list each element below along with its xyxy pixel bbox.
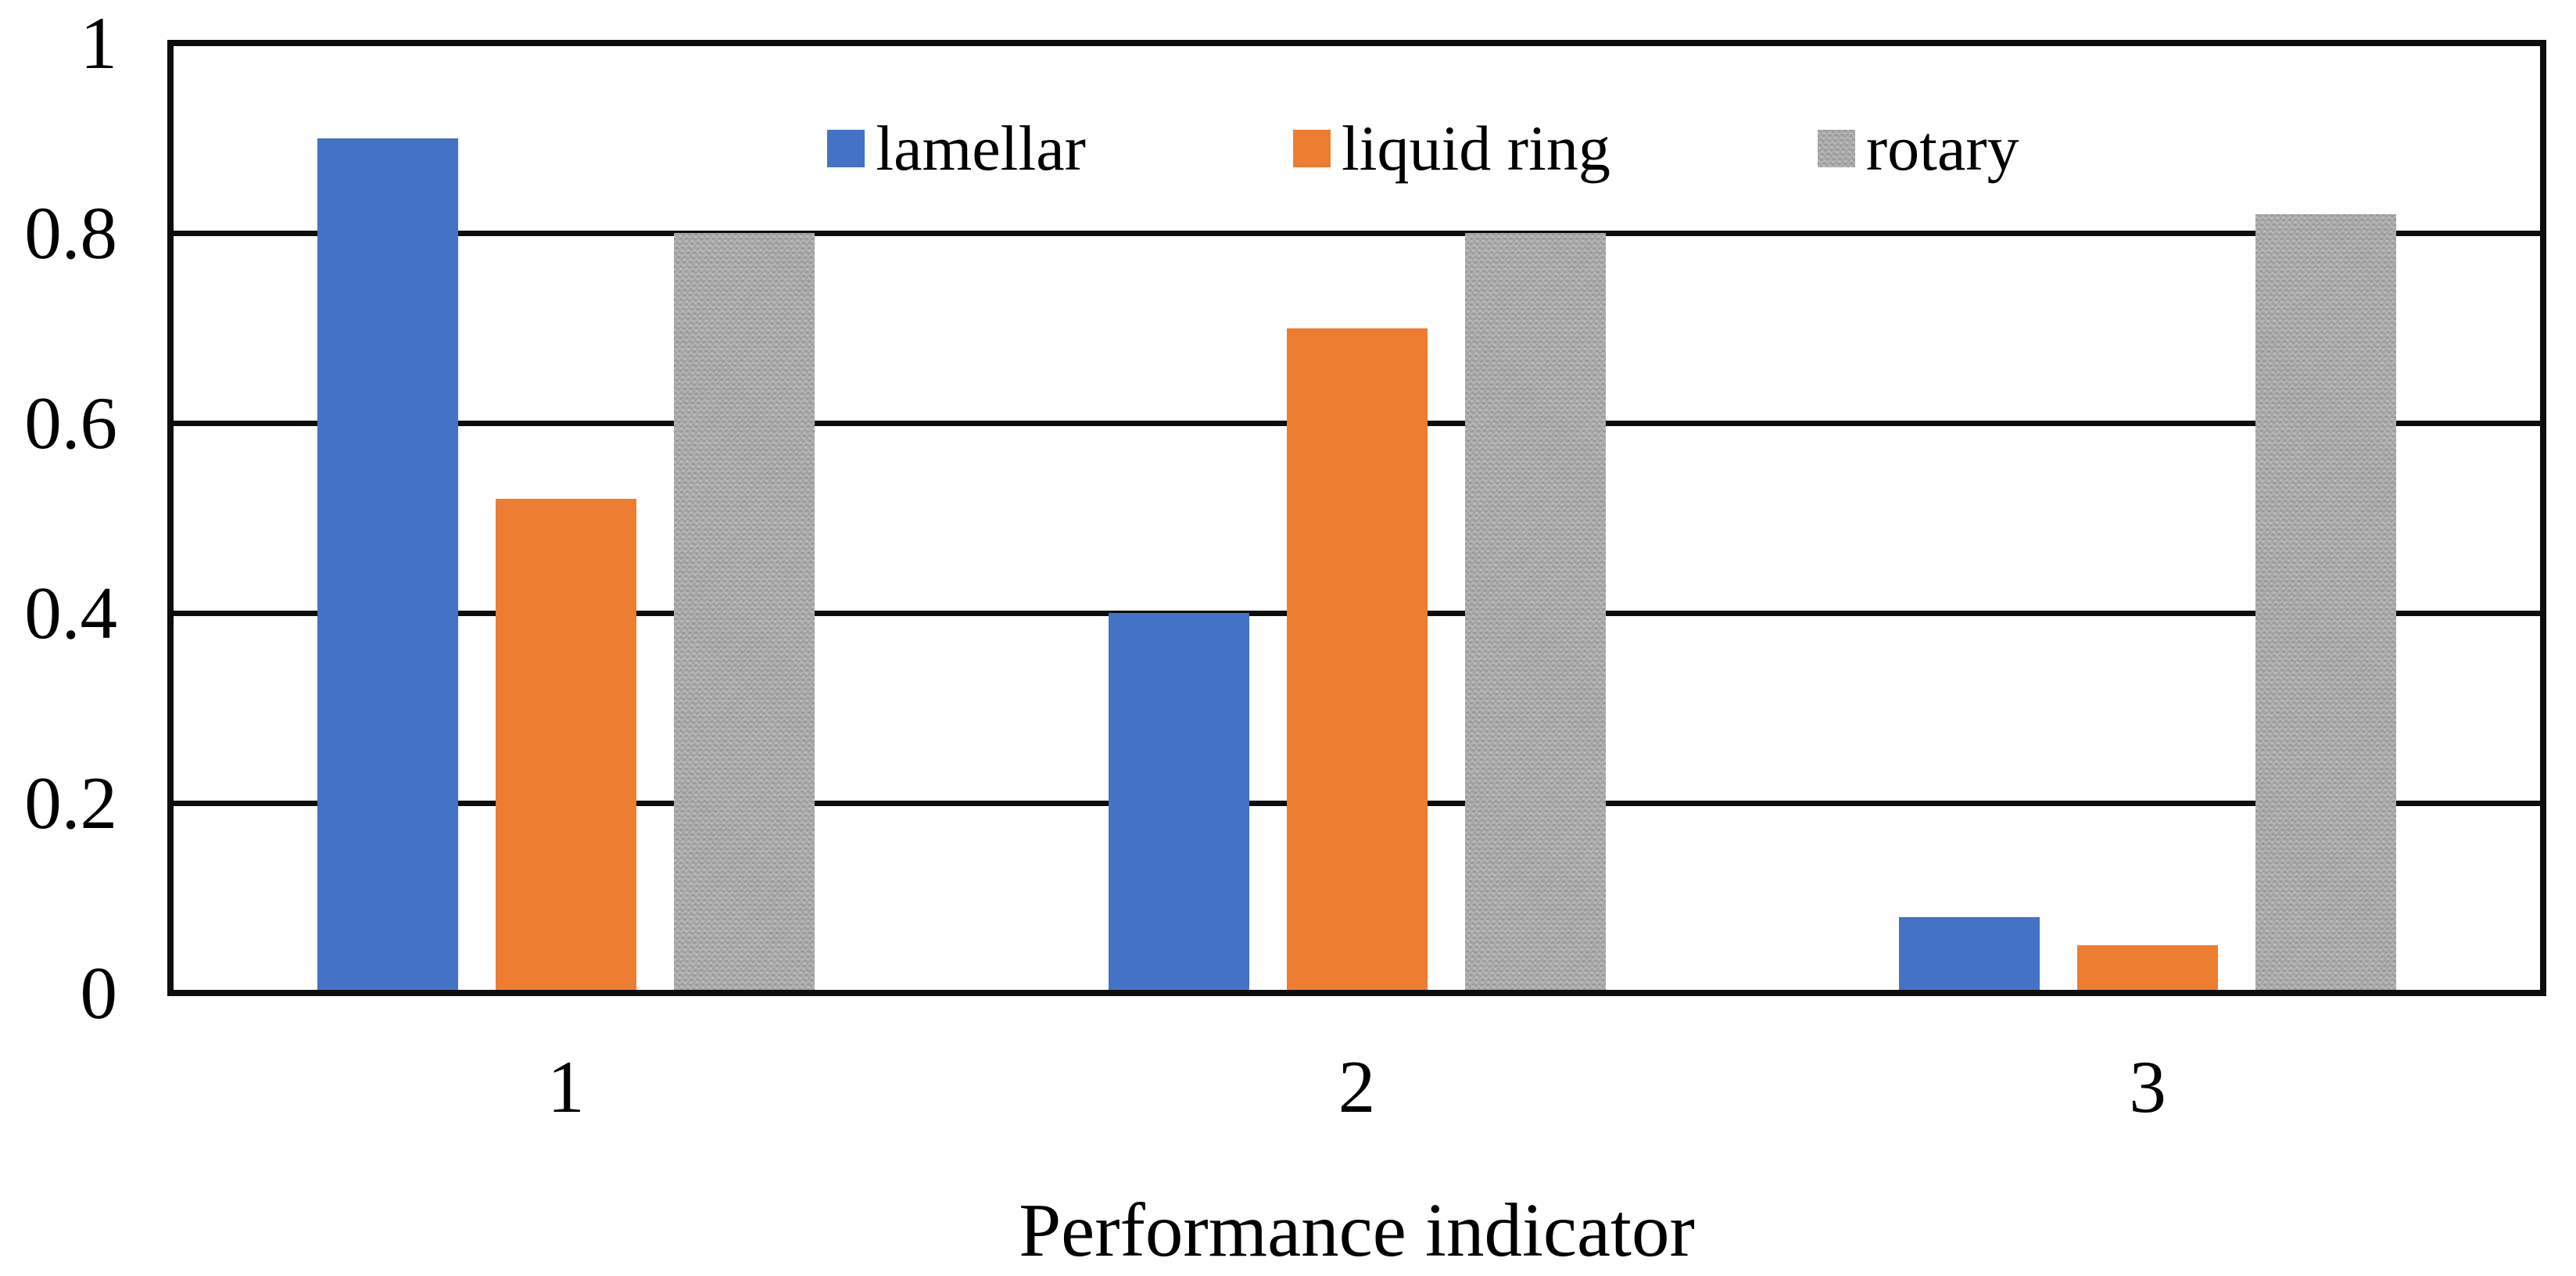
legend-swatch-lamellar: [827, 130, 865, 167]
legend-swatch-liquid-ring: [1292, 130, 1331, 167]
bar-rotary-cat1: [673, 233, 815, 993]
y-tick-label: 0.2: [24, 762, 117, 844]
bar-liquid-ring-cat2: [1286, 328, 1428, 993]
legend-swatch-rotary: [1817, 130, 1855, 167]
gridline-0.8: [170, 230, 2543, 236]
legend-item-rotary: rotary: [1817, 109, 2019, 188]
bar-lamellar-cat1: [317, 138, 458, 993]
y-tick-label: 0: [80, 952, 118, 1034]
x-axis-title: Performance indicator: [1019, 1188, 1695, 1272]
y-tick-label: 1: [80, 2, 118, 84]
bar-rotary-cat2: [1464, 233, 1606, 993]
x-tick-label: 2: [1338, 1045, 1376, 1128]
x-tick-label: 3: [2129, 1045, 2166, 1128]
legend-item-lamellar: lamellar: [827, 109, 1086, 188]
bar-lamellar-cat2: [1108, 613, 1249, 993]
y-tick-label: 0.6: [24, 382, 117, 464]
legend-label-rotary: rotary: [1865, 113, 2019, 184]
legend-label-liquid-ring: liquid ring: [1341, 113, 1610, 184]
bar-liquid-ring-cat1: [495, 499, 636, 993]
legend-label-lamellar: lamellar: [876, 113, 1086, 184]
y-tick-label: 0.4: [24, 572, 117, 654]
x-tick-label: 1: [547, 1045, 585, 1128]
bar-liquid-ring-cat3: [2077, 945, 2219, 993]
bar-lamellar-cat3: [1899, 916, 2040, 993]
legend-item-liquid-ring: liquid ring: [1292, 109, 1610, 188]
y-tick-label: 0.8: [24, 192, 117, 274]
legend: lamellar liquid ring rotary: [237, 109, 2576, 188]
bar-rotary-cat3: [2255, 213, 2397, 993]
plot-area: lamellar liquid ring rotary: [167, 40, 2546, 996]
